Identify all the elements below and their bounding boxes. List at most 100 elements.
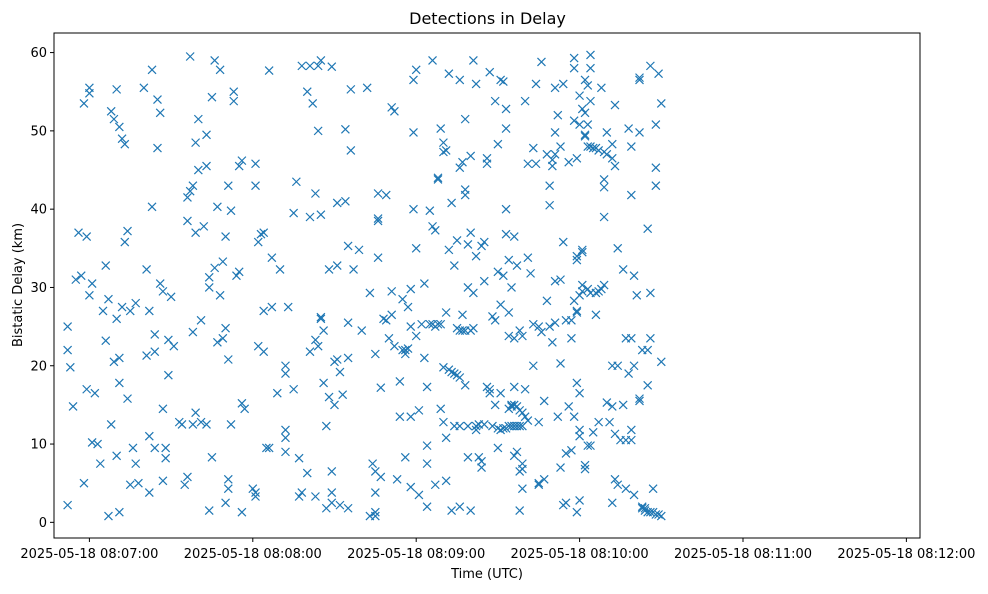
data-point	[607, 153, 617, 163]
y-tick-label: 50	[30, 124, 47, 139]
data-point	[441, 433, 451, 443]
data-point	[316, 55, 326, 65]
data-point	[599, 182, 609, 192]
data-point	[251, 181, 260, 191]
data-point	[550, 128, 560, 137]
data-point	[196, 315, 206, 325]
data-point	[528, 319, 538, 329]
data-point	[463, 239, 473, 249]
data-point	[411, 243, 421, 253]
data-point	[635, 394, 644, 404]
data-point	[229, 87, 239, 97]
data-point	[398, 294, 408, 304]
data-point	[191, 228, 201, 238]
data-point	[395, 376, 405, 386]
data-point	[607, 139, 617, 149]
data-point	[645, 288, 655, 298]
data-point	[400, 349, 410, 359]
data-point	[311, 492, 320, 501]
data-point	[223, 484, 233, 494]
x-tick-label: 2025-05-18 08:08:00	[184, 547, 322, 562]
data-point	[311, 189, 320, 198]
data-point	[471, 251, 481, 261]
data-point	[357, 326, 367, 335]
data-point	[479, 237, 489, 247]
data-point	[504, 331, 514, 341]
data-point	[169, 341, 179, 351]
data-point	[501, 104, 511, 114]
data-point	[479, 420, 489, 429]
data-point	[281, 433, 290, 443]
data-point	[517, 484, 527, 494]
data-point	[82, 232, 92, 241]
data-point	[150, 347, 160, 357]
data-point	[635, 128, 644, 137]
data-point	[433, 173, 443, 183]
data-point	[234, 161, 244, 171]
data-point	[586, 50, 595, 60]
data-point	[607, 498, 617, 508]
data-point	[528, 143, 538, 153]
data-point	[379, 314, 388, 324]
data-point	[441, 146, 451, 155]
data-point	[575, 91, 585, 101]
data-point	[389, 106, 399, 116]
data-point	[656, 99, 666, 108]
data-point	[346, 84, 356, 94]
data-point	[150, 443, 160, 453]
data-point	[575, 290, 585, 300]
data-point	[626, 435, 636, 445]
data-point	[142, 265, 152, 274]
data-point	[528, 361, 538, 371]
data-point	[569, 53, 579, 63]
data-point	[509, 382, 519, 392]
data-point	[471, 421, 481, 431]
data-point	[583, 441, 593, 451]
data-points	[63, 50, 666, 521]
data-point	[125, 480, 135, 490]
data-point	[259, 306, 269, 316]
data-point	[626, 190, 636, 200]
data-point	[259, 228, 269, 238]
data-point	[400, 345, 410, 355]
data-point	[95, 459, 105, 469]
data-point	[180, 480, 190, 490]
data-point	[150, 330, 160, 339]
data-point	[449, 261, 459, 270]
data-point	[545, 200, 555, 210]
data-point	[264, 66, 274, 76]
data-point	[572, 308, 582, 317]
data-point	[313, 341, 323, 351]
data-point	[577, 247, 587, 257]
data-point	[463, 452, 473, 462]
data-point	[588, 143, 598, 153]
data-point	[436, 124, 446, 133]
data-point	[471, 79, 481, 89]
data-point	[447, 367, 457, 377]
data-point	[580, 130, 590, 140]
data-point	[221, 498, 230, 508]
data-point	[558, 79, 568, 89]
data-point	[188, 327, 198, 337]
data-point	[202, 161, 211, 171]
data-point	[272, 388, 282, 398]
data-point	[387, 102, 397, 112]
data-point	[305, 61, 315, 71]
data-point	[226, 206, 236, 216]
data-point	[444, 69, 454, 79]
data-point	[71, 275, 81, 285]
data-point	[128, 443, 138, 453]
data-point	[193, 114, 203, 124]
data-point	[422, 382, 432, 392]
data-point	[188, 181, 198, 191]
data-point	[417, 319, 427, 329]
data-point	[556, 463, 565, 472]
data-point	[430, 480, 440, 490]
data-point	[87, 438, 97, 447]
data-point	[613, 243, 623, 253]
data-point	[400, 452, 410, 462]
data-point	[419, 279, 429, 288]
